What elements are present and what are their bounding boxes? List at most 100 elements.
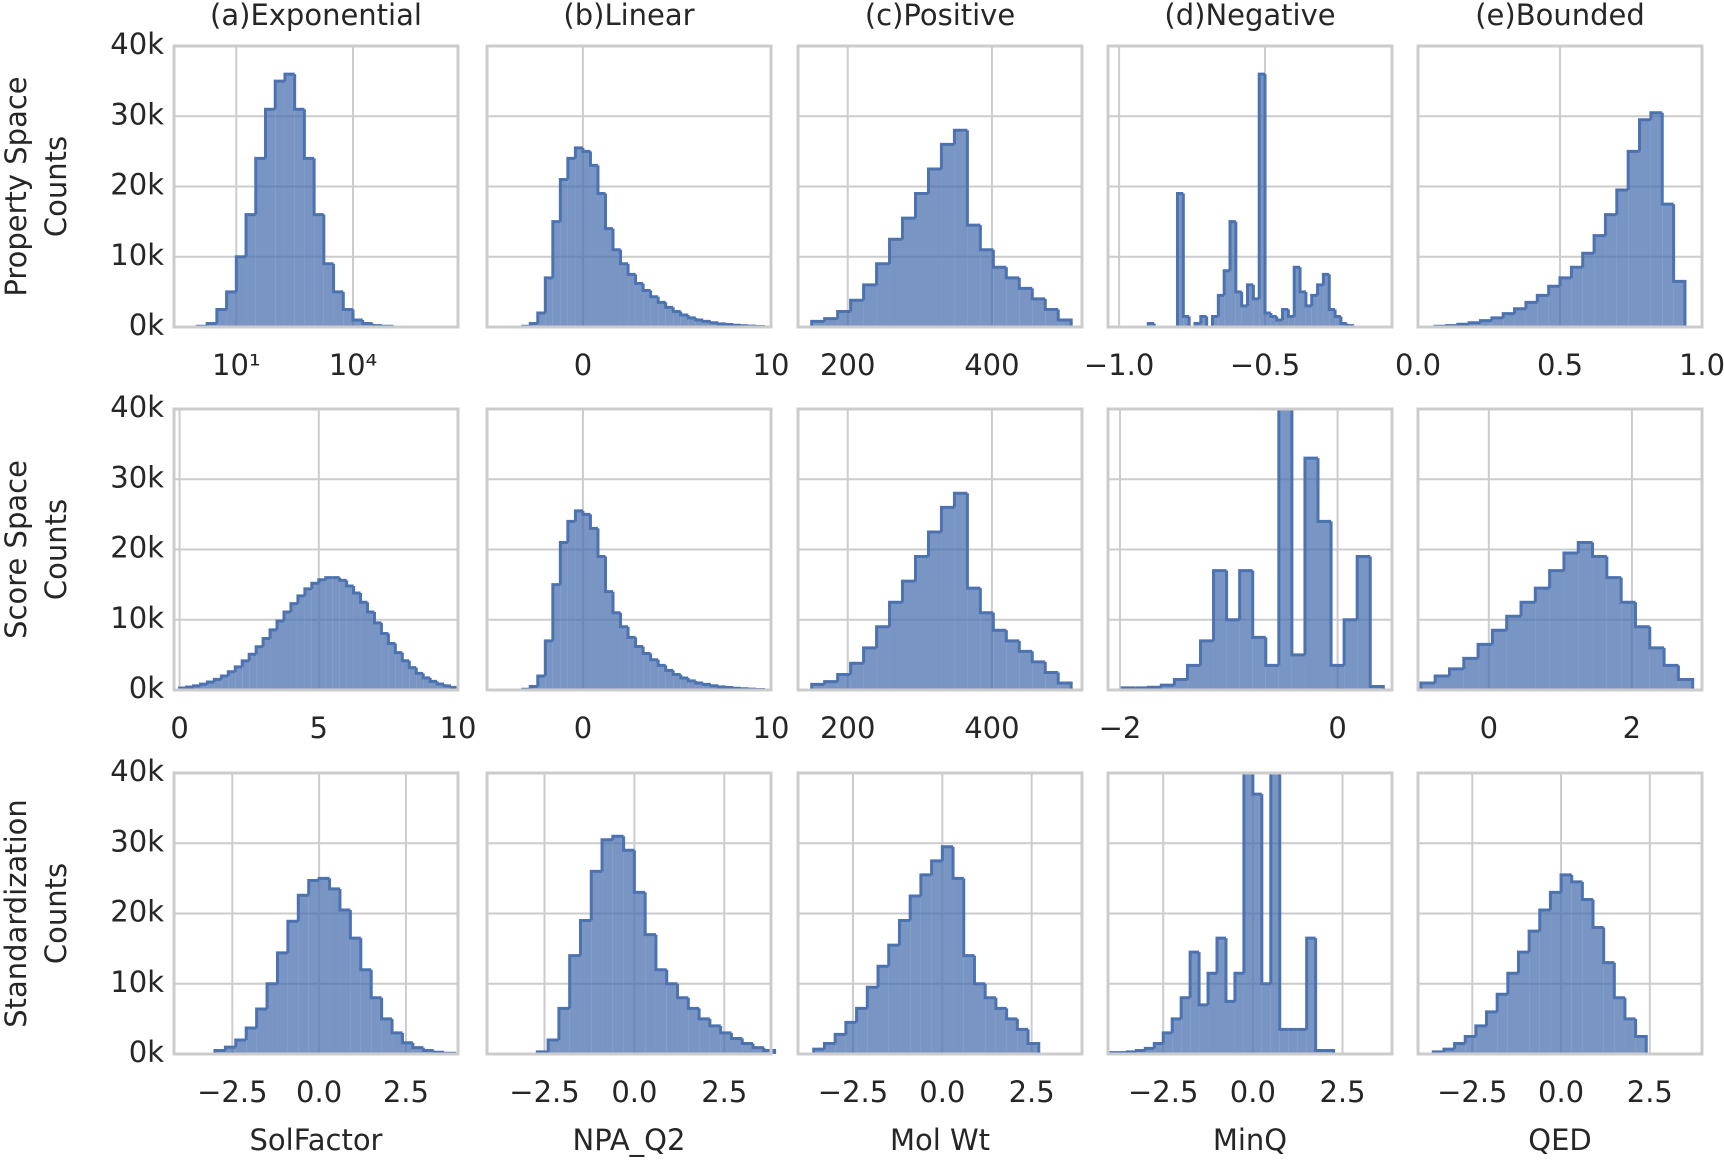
bar [1177,193,1184,327]
bar-outline [952,491,968,508]
bar [645,934,656,1054]
bar-outline [823,317,838,322]
bar-outline [1224,938,1235,1003]
bar [680,678,689,690]
bar-outline [191,684,201,688]
bar-outline [664,665,674,672]
bar [1006,277,1020,327]
y-tick-label: 0k [129,671,164,705]
bar [1230,221,1236,327]
x-tick-label: 2 [1623,711,1641,745]
bar [246,214,256,327]
x-axis-label: Mol Wt [890,1123,990,1157]
bar-outline [1125,1050,1137,1054]
bar [412,1047,424,1054]
panel [172,44,460,329]
bar-outline [1676,665,1695,690]
bar-outline [671,670,681,677]
bar-outline [596,165,606,196]
bar [1506,616,1522,690]
bar-outline [634,274,644,285]
bar-outline [810,682,825,690]
bar [228,671,236,690]
bar [1288,316,1295,327]
bar [1664,665,1679,690]
bar-outline [1485,1010,1498,1026]
bar-outline [626,263,636,276]
bar [718,323,726,327]
bar [1357,556,1371,690]
panel-border [1416,771,1704,1056]
bar [1183,316,1190,327]
bar [1560,277,1572,327]
bar-outline [536,311,546,324]
bar [1006,1018,1018,1054]
bar-outline [1233,971,1244,1002]
bar [294,109,305,327]
bar [1276,319,1283,327]
bar [236,256,247,327]
bar [742,1043,754,1054]
bar [1594,235,1606,327]
bar-outline [1612,962,1625,1000]
bar-outline [1463,1034,1476,1044]
bar-outline [1004,267,1020,280]
bar [993,630,1007,690]
bar-outline [546,1038,559,1052]
y-tick-label: 10k [110,965,164,999]
bar [283,612,291,690]
bar [1344,619,1358,690]
bar-outline [1592,234,1606,254]
bar-outline [312,158,324,217]
bar-outline [379,622,389,635]
bar [1270,316,1277,327]
x-tick-label: 1.0 [1679,348,1724,382]
panel-border [485,44,773,329]
bar [1213,570,1227,690]
bar-outline [991,249,1007,269]
bar-outline [407,660,417,670]
bar [1525,302,1538,327]
bar-outline [1478,319,1492,323]
bar-outline [1216,293,1225,317]
bar [597,193,606,327]
bar-outline [972,955,986,986]
bar-outline [1172,677,1188,686]
bar-outline [875,262,890,285]
bar [381,1018,393,1054]
bar-outline [762,1047,777,1054]
bar [200,684,208,690]
bar [1200,640,1214,690]
bar [1449,668,1464,690]
bar-outline [528,321,538,327]
bar [580,920,592,1054]
bar [910,895,921,1054]
bar-outline [724,323,734,327]
bar-outline [1506,971,1519,995]
bar [863,284,877,327]
bar [1234,973,1244,1054]
bar [878,966,889,1054]
bar [1225,1001,1235,1054]
bar-outline [1292,265,1301,317]
bar [1172,1018,1182,1054]
bar [1478,644,1493,690]
x-tick-label: 5 [310,711,328,745]
bar [1045,672,1059,690]
bar-outline [919,873,932,896]
x-tick-label: 10 [753,711,790,745]
bar [207,323,217,327]
bar [402,1042,413,1054]
bar [1331,665,1345,690]
bar [597,556,606,690]
bar [1548,286,1560,327]
bar [1212,316,1219,327]
bar [1226,619,1240,690]
bar [1247,284,1254,327]
bar [402,660,410,690]
bar-outline [1447,667,1464,676]
panel-border [796,44,1084,329]
bar [1006,640,1020,690]
panel [172,771,460,1056]
bar-outline [1570,874,1583,884]
